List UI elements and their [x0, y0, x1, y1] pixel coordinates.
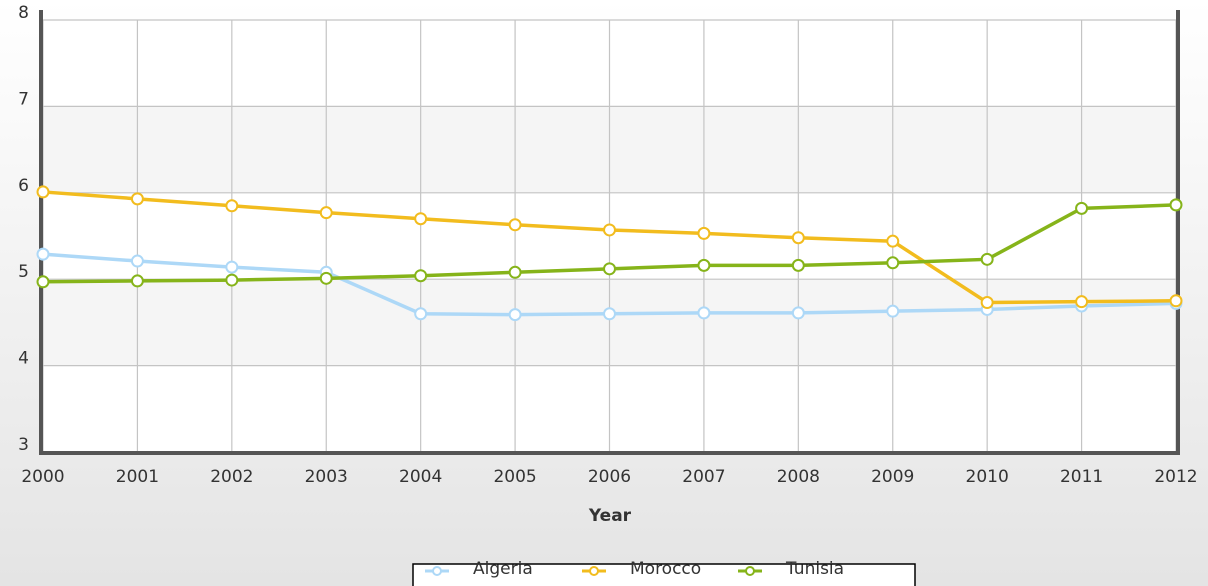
- data-point: [886, 256, 900, 270]
- data-point: [319, 206, 333, 220]
- data-point: [697, 258, 711, 272]
- data-point: [603, 307, 616, 321]
- x-tick-label: 2003: [305, 467, 348, 487]
- legend-box: [412, 563, 916, 586]
- legend-marker: [589, 566, 599, 576]
- y-tick-label: 5: [18, 262, 29, 282]
- data-point: [1169, 198, 1183, 212]
- data-point: [508, 308, 522, 322]
- data-point: [791, 258, 805, 272]
- legend-label: Morocco: [630, 559, 701, 579]
- x-tick-label: 2007: [682, 467, 725, 487]
- data-point: [225, 260, 239, 274]
- x-axis-title: Year: [588, 506, 632, 526]
- legend-label: Tunisia: [785, 559, 844, 579]
- data-point: [36, 185, 50, 199]
- data-point: [319, 271, 333, 285]
- y-tick-label: 6: [18, 176, 29, 196]
- x-tick-label: 2009: [871, 467, 914, 487]
- data-point: [697, 306, 711, 320]
- data-point: [225, 199, 239, 213]
- axis-frame: [39, 10, 1180, 455]
- data-point: [791, 306, 805, 320]
- data-point: [225, 273, 239, 287]
- x-tick-label: 2012: [1154, 467, 1197, 487]
- data-point: [697, 226, 711, 240]
- data-point: [414, 269, 428, 283]
- y-tick-label: 7: [18, 89, 29, 109]
- data-point: [508, 265, 522, 279]
- data-point: [36, 247, 50, 261]
- data-point: [980, 252, 994, 266]
- y-tick-label: 4: [18, 349, 29, 369]
- data-point: [1169, 294, 1183, 308]
- x-tick-label: 2005: [493, 467, 536, 487]
- legend-marker: [432, 566, 442, 576]
- data-point: [508, 218, 522, 232]
- y-tick-label: 8: [18, 3, 29, 23]
- data-point: [36, 275, 50, 289]
- data-point: [980, 296, 994, 310]
- data-point: [603, 223, 616, 237]
- data-point: [130, 254, 144, 268]
- x-tick-label: 2004: [399, 467, 442, 487]
- data-point: [603, 262, 616, 276]
- x-tick-label: 2001: [116, 467, 159, 487]
- x-tick-label: 2006: [588, 467, 631, 487]
- legend-label: Algeria: [473, 559, 533, 579]
- data-point: [130, 274, 144, 288]
- data-point: [886, 304, 900, 318]
- x-tick-label: 2008: [777, 467, 820, 487]
- x-tick-label: 2011: [1060, 467, 1103, 487]
- x-tick-label: 2002: [210, 467, 253, 487]
- data-point: [414, 212, 428, 226]
- data-point: [414, 307, 428, 321]
- data-point: [1075, 295, 1089, 309]
- data-point: [791, 231, 805, 245]
- y-tick-label: 3: [18, 435, 29, 455]
- data-point: [886, 234, 900, 248]
- x-tick-label: 2000: [21, 467, 64, 487]
- data-point: [130, 192, 144, 206]
- legend-marker: [745, 566, 755, 576]
- x-tick-label: 2010: [966, 467, 1009, 487]
- data-point: [1075, 201, 1089, 215]
